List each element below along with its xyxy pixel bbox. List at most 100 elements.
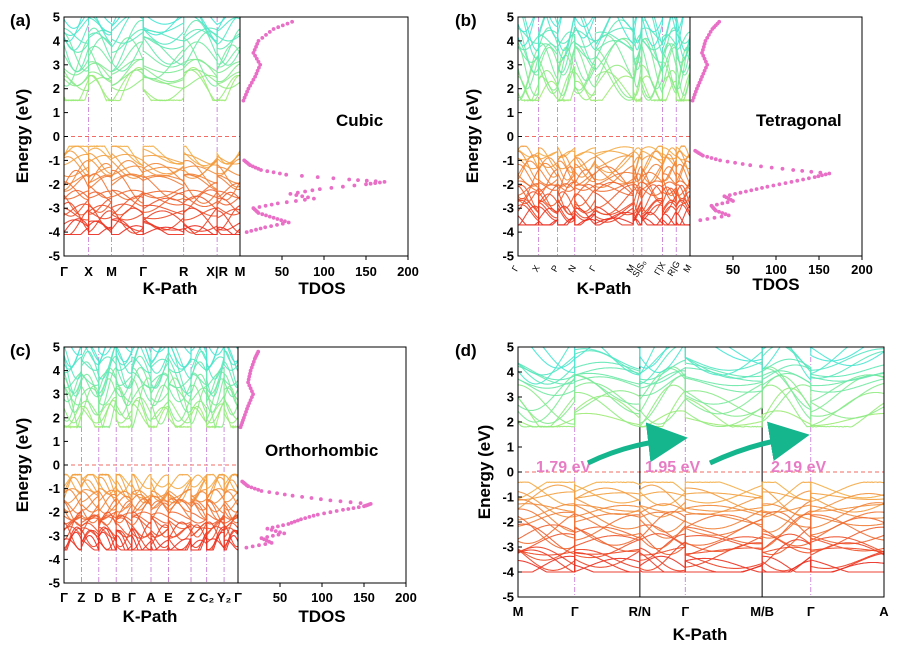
panel-a-dos-dot xyxy=(257,65,261,70)
panel-b-dos-dot xyxy=(693,89,698,94)
panel-c-tag: (c) xyxy=(10,341,31,360)
panel-a-kpoint-label-1: X xyxy=(84,264,93,279)
panel-c-ylabel: Energy (eV) xyxy=(13,418,32,512)
panel-c-dos-dot xyxy=(263,542,268,546)
panel-a-kpoint-label-3: Γ xyxy=(139,264,147,279)
panel-c-ytick-label: 5 xyxy=(53,340,60,355)
panel-a-dos-point-18 xyxy=(246,86,251,91)
panel-a-dos-dot xyxy=(264,213,268,218)
panel-b-dos-dot xyxy=(720,211,725,215)
panel-b-dos-title: TDOS xyxy=(752,275,799,294)
panel-c-dos-ticks: 50 100 150 200 xyxy=(273,583,417,605)
panel-a-dos-dot xyxy=(275,217,280,221)
panel-b-dos-point-12 xyxy=(748,163,753,168)
panel-a-dos-dot xyxy=(250,164,255,169)
panel-b-ytick-label: -2 xyxy=(502,177,514,192)
panel-b-dos-dot xyxy=(701,53,706,58)
panel-b-dos-dot xyxy=(723,212,728,217)
panel-a-dos-dot xyxy=(257,205,262,209)
panel-a-dos-dot xyxy=(253,53,257,58)
panel-a-dos-dot xyxy=(364,178,369,183)
panel-b-kpoint-label-9: M xyxy=(681,263,693,274)
panel-c-dos-dot xyxy=(250,544,255,549)
panel-a-ytick-label: -2 xyxy=(48,177,60,192)
panel-a-valence-band-21 xyxy=(64,225,240,236)
panel-d-ytick-label: 2 xyxy=(507,415,514,430)
panel-d-ytick-label: 5 xyxy=(507,340,514,355)
panel-b-dos-dot xyxy=(697,80,702,85)
panel-c-dos-dot xyxy=(246,377,251,382)
panel-c-dos-dot xyxy=(328,510,333,515)
panel-c-dos-dot xyxy=(319,497,323,502)
panel-b-dos-dot xyxy=(780,166,785,171)
panel-a-dos-dot xyxy=(306,195,310,200)
panel-a-ytick-label: 1 xyxy=(53,105,60,120)
panel-c-dos-dot xyxy=(244,410,248,414)
panel-b-ytick-label: 1 xyxy=(507,105,514,120)
panel-b-valence-band-12 xyxy=(517,181,691,205)
panel-a-dos-dot xyxy=(279,218,284,223)
panel-b-kpoint-label-8: R|G xyxy=(665,259,682,278)
panel-b-dos-dot xyxy=(809,169,814,174)
panel-b-dos-dot xyxy=(733,192,737,196)
panel-c-dos-dot xyxy=(247,401,252,405)
panel-d-valence-band-4 xyxy=(517,490,885,518)
panel-c-dos-dot xyxy=(247,383,252,388)
panel-b-dos-dot xyxy=(704,65,708,70)
panel-b-dos-dot xyxy=(709,156,714,160)
panel-c-kpath-title: K-Path xyxy=(123,607,178,626)
panel-a-dos-dot xyxy=(278,171,282,176)
panel-d-conduction-band-11 xyxy=(517,346,885,385)
panel-c-kpoint-label-1: Z xyxy=(77,590,85,605)
panel-c-dos-dot xyxy=(265,535,270,539)
panel-a-dos-point-23 xyxy=(271,27,276,31)
panel-a-dos-dot xyxy=(295,190,300,195)
panel-b-dos-dot xyxy=(733,160,737,165)
panel-b-dos-point-20 xyxy=(700,51,704,55)
panel-c-dos-tick-label: 50 xyxy=(273,590,287,605)
panel-b-ytick-label: -5 xyxy=(502,249,514,264)
panel-a-dos-dot xyxy=(244,92,248,97)
panel-c-dos-point-19 xyxy=(251,392,256,397)
panel-c-dos-dot xyxy=(303,516,308,520)
panel-c-dos-dot xyxy=(248,371,252,376)
panel-a-dos-dot xyxy=(276,25,281,30)
panel-a-conduction-band-7 xyxy=(63,41,241,73)
panel-a-dos-dot xyxy=(315,175,320,180)
panel-b-valence-band-19 xyxy=(518,205,691,226)
panel-b-dos-dot xyxy=(816,174,821,179)
panel-d-ytick-label: -2 xyxy=(502,515,514,530)
panel-a-dos-point-22 xyxy=(256,39,261,43)
panel-c-kpoint-labels: Γ Z D B Γ A E Z C₂ Y₂ Γ xyxy=(60,590,242,605)
panel-d-ytick-label: 4 xyxy=(507,365,515,380)
panel-b-conduction-band-8 xyxy=(517,40,691,63)
panel-b-kpoint-label-6: S|S₀ xyxy=(630,258,648,279)
panel-b-ytick-label: -4 xyxy=(502,225,514,240)
panel-c-valence-band-21 xyxy=(64,531,239,552)
panel-c-dos-dot xyxy=(267,490,272,494)
panel-b-dos-dot xyxy=(698,77,703,82)
gap-arrow-1 xyxy=(586,422,688,466)
panel-c-yticks: -5 -4 -3 -2 -1 0 1 2 3 4 5 xyxy=(48,340,68,591)
panel-b-dos-dot xyxy=(695,150,699,154)
panel-d-valence-band-21 xyxy=(518,559,885,573)
panel-c-dos-dot xyxy=(250,362,255,367)
panel-b-dos-dot xyxy=(807,176,811,181)
panel-b-valence-band-21 xyxy=(518,217,690,226)
panel-b-dos-frame xyxy=(689,16,863,257)
panel-c-dos-dot xyxy=(250,395,254,399)
panel-a-ytick-label: -1 xyxy=(48,153,60,168)
panel-a-dos-ticks: 50 100 150 200 xyxy=(275,256,419,279)
panel-a-conduction-band-2 xyxy=(63,74,241,92)
panel-a-dos-point-17 xyxy=(241,98,246,103)
panel-a-dos-dot xyxy=(254,45,258,49)
panel-a-dos-point-12 xyxy=(347,177,352,182)
panel-c-ytick-label: -2 xyxy=(48,505,60,520)
panel-b-dos-point-9 xyxy=(812,175,817,180)
gap-label-3: 2.19 eV xyxy=(771,459,826,476)
panel-b-dos-point-19 xyxy=(705,62,710,67)
panel-c-dos-dot xyxy=(275,491,279,496)
panel-a-dos-dot xyxy=(269,202,274,207)
panel-c-ytick-label: -1 xyxy=(48,481,60,496)
panel-a-dos-dot xyxy=(264,33,268,37)
